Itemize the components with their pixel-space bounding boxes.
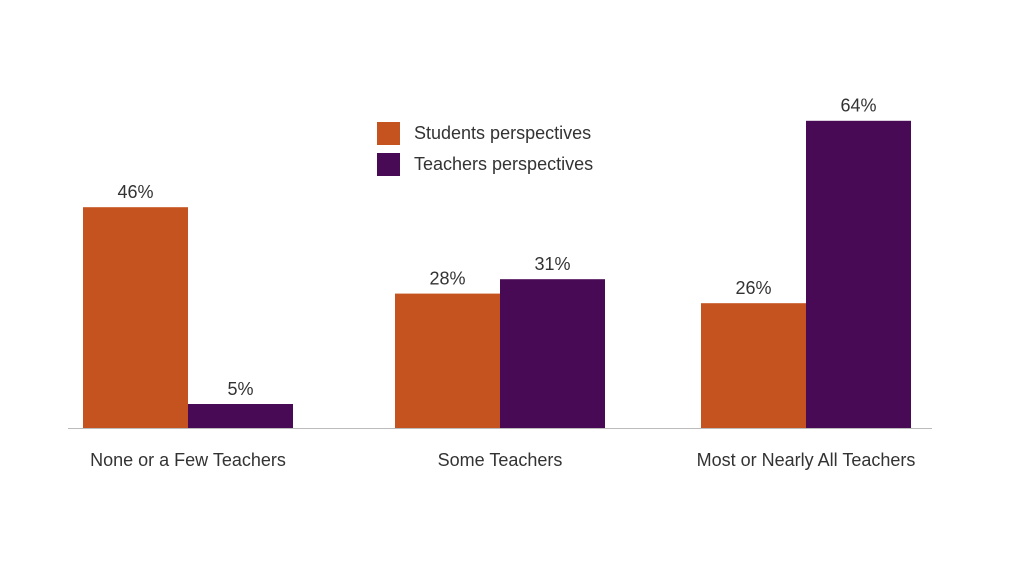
x-tick-label: Some Teachers — [438, 450, 563, 470]
data-label: 31% — [534, 254, 570, 274]
legend-swatch — [377, 153, 400, 176]
x-tick-label: Most or Nearly All Teachers — [697, 450, 916, 470]
bar — [500, 279, 605, 428]
data-label: 28% — [429, 268, 465, 288]
bar — [395, 293, 500, 428]
bar — [806, 120, 911, 429]
legend-label: Students perspectives — [414, 123, 591, 143]
bar — [188, 404, 293, 428]
legend-label: Teachers perspectives — [414, 154, 593, 174]
data-label: 5% — [227, 379, 253, 399]
x-tick-label: None or a Few Teachers — [90, 450, 286, 470]
bar — [83, 207, 188, 428]
bar — [701, 303, 806, 428]
data-label: 64% — [840, 96, 876, 116]
legend-swatch — [377, 122, 400, 145]
data-label: 46% — [117, 182, 153, 202]
data-label: 26% — [735, 278, 771, 298]
